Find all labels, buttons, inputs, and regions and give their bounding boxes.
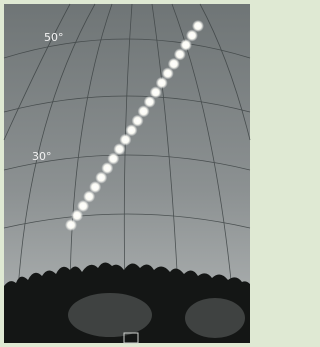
altitude-label: 30° [32,150,52,163]
photo: 50° 30° [0,0,254,347]
page: 50° 30° (() => { const data = JSON.parse… [0,0,254,347]
sun-image [192,20,204,32]
altitude-label: 50° [44,31,64,44]
